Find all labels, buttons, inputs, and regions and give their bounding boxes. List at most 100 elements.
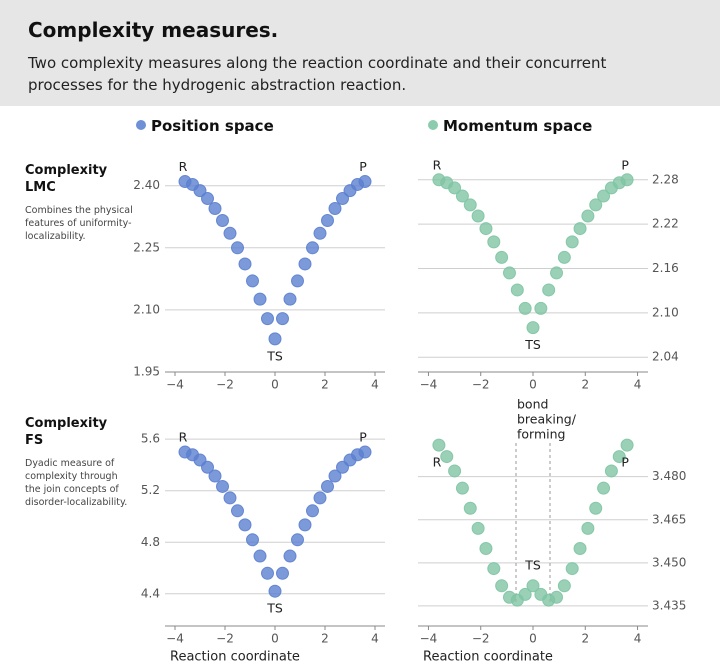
point (495, 250, 509, 264)
point (328, 201, 342, 215)
point (231, 241, 244, 255)
x-tick-label: 2 (581, 378, 589, 392)
column-label: Position space (136, 117, 274, 135)
x-tick-label: 4 (371, 632, 379, 646)
point (313, 491, 327, 505)
point (306, 504, 319, 518)
x-tick-label: 0 (529, 632, 537, 646)
point (321, 213, 334, 227)
y-tick-label: 4.8 (141, 535, 160, 549)
y-tick-label: 2.22 (652, 217, 679, 231)
y-tick-label: 3.465 (652, 512, 686, 526)
x-tick-label: 2 (321, 632, 329, 646)
x-tick-label: 0 (271, 632, 279, 646)
point (526, 579, 540, 593)
point (246, 533, 259, 547)
point (440, 450, 454, 464)
y-tick-label: 2.10 (133, 302, 160, 316)
y-tick-label: 5.2 (141, 483, 160, 497)
point (557, 250, 571, 264)
x-axis-label: Reaction coordinate (423, 650, 553, 662)
y-tick-label: 3.435 (652, 598, 686, 612)
point (597, 481, 611, 495)
point (455, 189, 469, 203)
point (502, 266, 516, 280)
point (283, 549, 297, 563)
point (201, 192, 214, 206)
annotation: forming (517, 427, 565, 442)
point (487, 562, 501, 576)
point (291, 274, 304, 288)
y-tick-label: 5.6 (141, 432, 160, 446)
annotation: TS (524, 337, 541, 352)
point (298, 518, 312, 532)
annotation: P (621, 455, 629, 470)
point (589, 198, 603, 212)
point (253, 292, 267, 306)
point (604, 464, 618, 478)
point (510, 283, 524, 297)
point (216, 213, 229, 227)
x-tick-label: 2 (581, 632, 589, 646)
x-tick-label: 4 (634, 632, 642, 646)
point (550, 266, 564, 280)
point (589, 501, 603, 515)
point (313, 226, 327, 240)
point (193, 184, 207, 198)
point (620, 438, 634, 452)
point (573, 222, 587, 236)
point (565, 562, 579, 576)
x-tick-label: 4 (634, 378, 642, 392)
column-label: Momentum space (428, 117, 592, 135)
column-text: Position space (151, 117, 274, 135)
x-tick-label: −4 (166, 632, 184, 646)
point (253, 549, 267, 563)
point (550, 590, 564, 604)
point (432, 438, 446, 452)
point (321, 479, 334, 493)
point (463, 501, 477, 515)
annotation: TS (266, 348, 283, 363)
column-text: Momentum space (443, 117, 593, 135)
point (223, 491, 237, 505)
x-tick-label: −2 (216, 378, 234, 392)
point (542, 283, 556, 297)
y-tick-label: 2.04 (652, 350, 679, 364)
point (557, 579, 571, 593)
y-tick-label: 4.4 (141, 586, 160, 600)
x-tick-label: −2 (216, 632, 234, 646)
annotation: bond (517, 397, 548, 412)
point (448, 181, 462, 195)
point (223, 226, 237, 240)
point (201, 460, 214, 474)
x-axis-label: Reaction coordinate (170, 650, 300, 662)
point (276, 312, 289, 326)
legend-dot (428, 120, 438, 130)
annotation: P (359, 430, 367, 445)
y-tick-label: 2.25 (133, 240, 160, 254)
point (238, 518, 252, 532)
annotation: P (621, 157, 629, 172)
point (328, 469, 342, 483)
row-label: Complexity LMC (25, 163, 108, 195)
point (581, 209, 595, 223)
point (495, 579, 509, 593)
point (573, 541, 587, 555)
y-tick-label: 2.10 (652, 305, 679, 319)
y-tick-label: 1.95 (133, 365, 160, 379)
point (268, 332, 282, 346)
point (581, 521, 595, 535)
x-tick-label: −2 (472, 378, 490, 392)
annotation: breaking/ (517, 412, 577, 427)
annotation: R (179, 430, 188, 445)
point (479, 222, 493, 236)
point (471, 521, 485, 535)
point (208, 201, 222, 215)
point (487, 235, 501, 249)
point (612, 450, 626, 464)
row-description: Combines the physical features of unifor… (25, 205, 133, 242)
point (298, 257, 312, 271)
point (246, 274, 259, 288)
point (565, 235, 579, 249)
subtitle: Two complexity measures along the reacti… (28, 54, 607, 94)
